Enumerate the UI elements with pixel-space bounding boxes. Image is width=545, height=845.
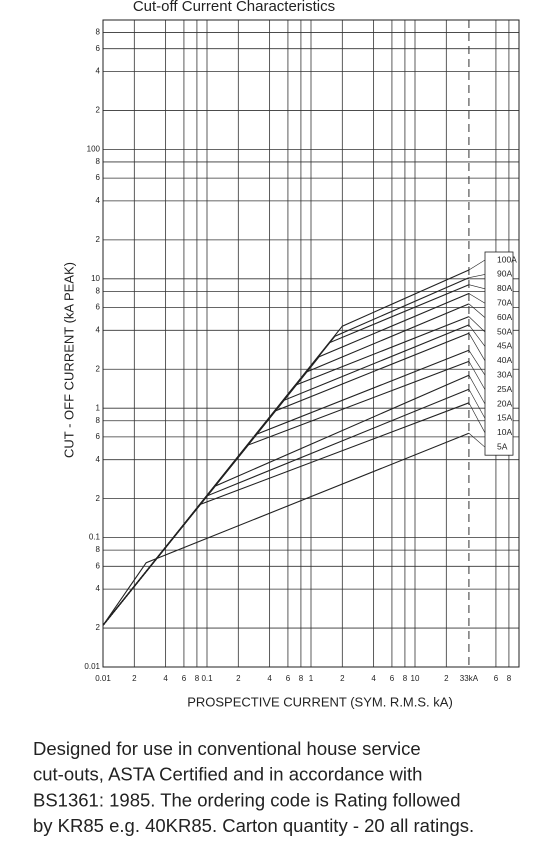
x-tick-label: 8 xyxy=(299,674,304,683)
series-label: 90A xyxy=(497,269,512,279)
y-tick-label: 4 xyxy=(96,584,101,593)
x-tick-label: 4 xyxy=(163,674,168,683)
x-tick-label: 33kA xyxy=(460,674,479,683)
x-tick-label: 2 xyxy=(444,674,449,683)
label-leader xyxy=(468,316,486,333)
y-axis-label: CUT - OFF CURRENT (kA PEAK) xyxy=(61,262,76,458)
y-tick-label: 4 xyxy=(96,325,101,334)
series-label: 80A xyxy=(497,283,512,293)
y-tick-label: 10 xyxy=(91,274,100,283)
series-label: 50A xyxy=(497,326,512,336)
y-tick-label: 1 xyxy=(96,403,101,412)
series-label: 25A xyxy=(497,384,512,394)
x-tick-label: 8 xyxy=(195,674,200,683)
y-tick-label: 6 xyxy=(96,561,101,570)
plot-frame xyxy=(102,19,520,668)
series-line xyxy=(102,402,470,626)
chart-title: Cut-off Current Characteristics xyxy=(133,0,335,15)
series-label: 30A xyxy=(497,369,512,379)
series-label: 70A xyxy=(497,297,512,307)
x-axis-label: PROSPECTIVE CURRENT (SYM. R.M.S. kA) xyxy=(187,694,453,709)
y-tick-label: 4 xyxy=(96,67,101,76)
x-tick-label: 2 xyxy=(236,674,241,683)
y-tick-label: 100 xyxy=(87,145,101,154)
y-tick-label: 2 xyxy=(96,623,101,632)
y-tick-label: 8 xyxy=(96,545,101,554)
y-tick-label: 2 xyxy=(96,494,101,503)
y-tick-label: 6 xyxy=(96,44,101,53)
x-tick-label: 10 xyxy=(411,674,420,683)
description-line: Designed for use in conventional house s… xyxy=(33,738,421,759)
x-tick-label: 4 xyxy=(371,674,376,683)
series-label: 40A xyxy=(497,355,512,365)
label-leader xyxy=(468,324,486,347)
label-leader xyxy=(468,361,486,390)
y-tick-label: 4 xyxy=(96,455,101,464)
y-tick-label: 0.01 xyxy=(84,662,100,671)
label-leader xyxy=(468,433,486,448)
x-tick-label: 0.1 xyxy=(201,674,213,683)
series-line xyxy=(102,432,470,626)
x-tick-label: 6 xyxy=(494,674,499,683)
x-tick-label: 6 xyxy=(286,674,291,683)
x-tick-label: 0.01 xyxy=(95,674,111,683)
x-tick-label: 2 xyxy=(340,674,345,683)
label-leader xyxy=(468,402,486,433)
description-line: by KR85 e.g. 40KR85. Carton quantity - 2… xyxy=(33,815,474,836)
x-tick-label: 8 xyxy=(507,674,512,683)
y-tick-label: 8 xyxy=(96,416,101,425)
y-tick-label: 8 xyxy=(96,28,101,37)
y-tick-label: 6 xyxy=(96,432,101,441)
label-leader xyxy=(468,293,486,304)
x-tick-label: 8 xyxy=(403,674,408,683)
y-tick-label: 2 xyxy=(96,106,101,115)
y-tick-label: 4 xyxy=(96,196,101,205)
x-tick-label: 2 xyxy=(132,674,137,683)
label-leader xyxy=(468,274,486,278)
y-tick-label: 2 xyxy=(96,235,101,244)
x-tick-label: 4 xyxy=(267,674,272,683)
label-leader xyxy=(468,333,486,361)
y-tick-label: 2 xyxy=(96,364,101,373)
y-tick-label: 8 xyxy=(96,157,101,166)
description-line: BS1361: 1985. The ordering code is Ratin… xyxy=(33,789,461,810)
y-tick-label: 0.1 xyxy=(89,533,101,542)
series-label: 100A xyxy=(497,254,517,264)
series-label: 15A xyxy=(497,413,512,423)
label-leader xyxy=(468,259,486,271)
label-leader xyxy=(468,350,486,376)
y-tick-label: 8 xyxy=(96,286,101,295)
x-tick-label: 1 xyxy=(309,674,314,683)
description-line: cut-outs, ASTA Certified and in accordan… xyxy=(33,764,422,785)
series-label: 5A xyxy=(497,441,508,451)
series-label: 45A xyxy=(497,341,512,351)
label-leader xyxy=(468,375,486,405)
label-leader xyxy=(468,303,486,318)
y-tick-label: 6 xyxy=(96,173,101,182)
x-tick-label: 6 xyxy=(182,674,187,683)
series-label: 60A xyxy=(497,312,512,322)
y-tick-label: 6 xyxy=(96,303,101,312)
series-label: 10A xyxy=(497,427,512,437)
label-leader xyxy=(468,389,486,419)
x-tick-label: 6 xyxy=(390,674,395,683)
label-box xyxy=(484,251,514,456)
series-label: 20A xyxy=(497,398,512,408)
description: Designed for use in conventional house s… xyxy=(33,738,474,836)
label-leader xyxy=(468,284,486,290)
